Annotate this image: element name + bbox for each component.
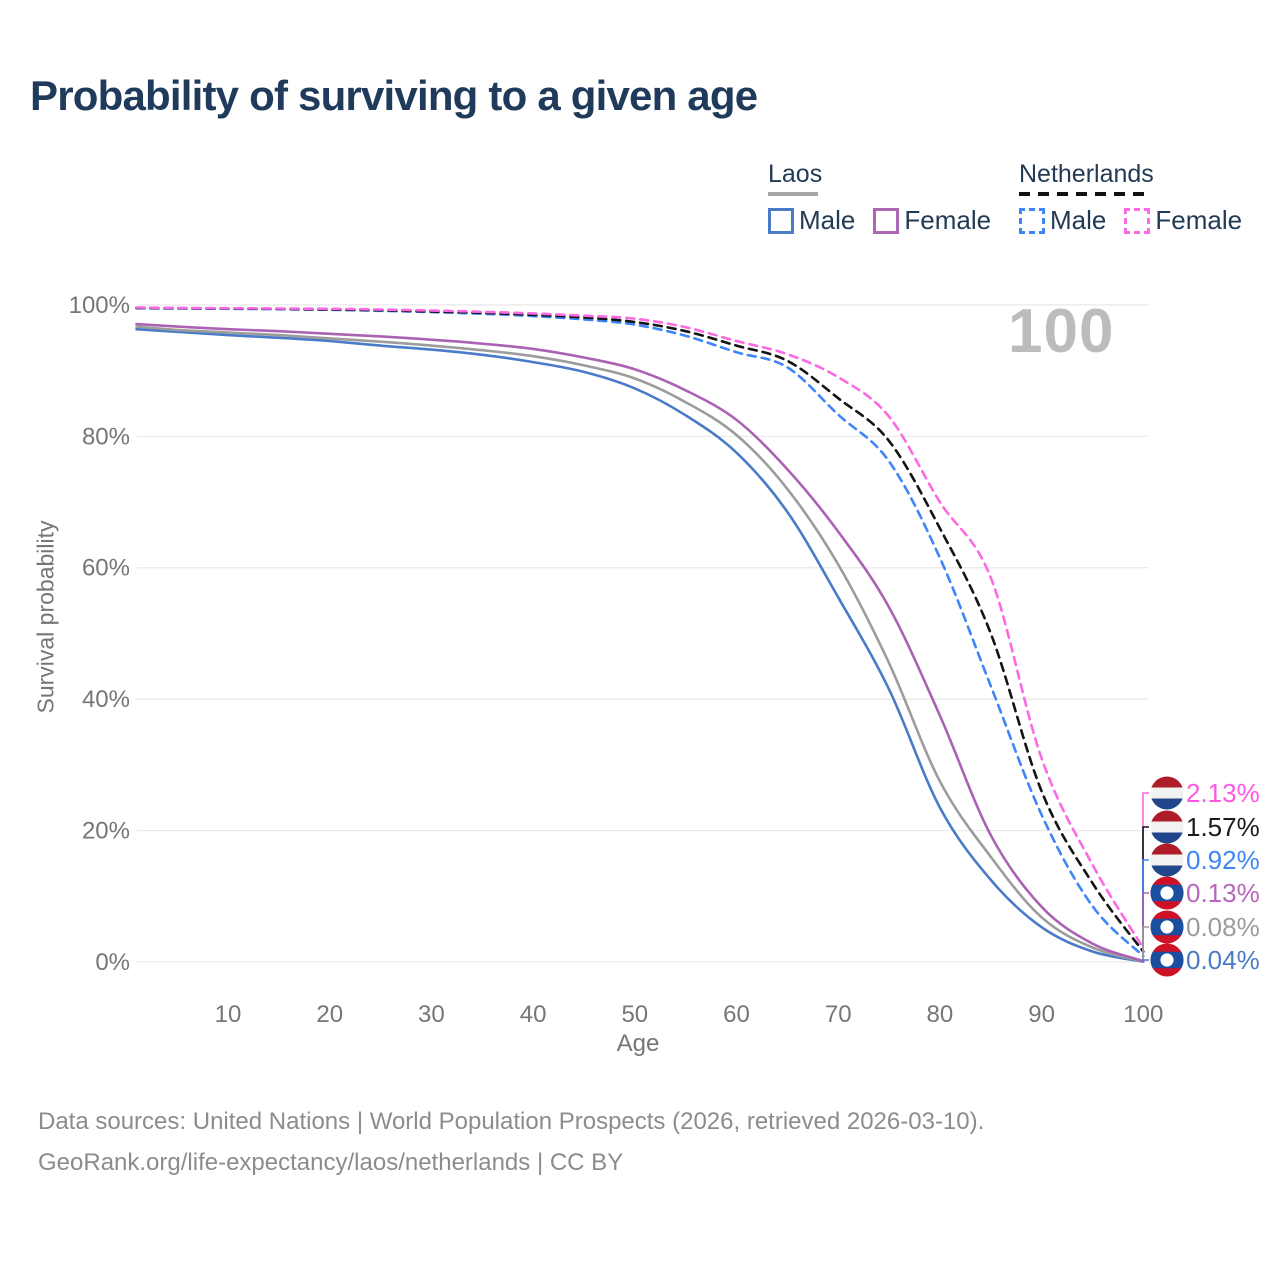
legend-group-netherlands-title: Netherlands — [1019, 160, 1154, 188]
x-tick-label-100: 100 — [1123, 1001, 1163, 1028]
flag-laos-icon — [1150, 943, 1184, 977]
x-tick-label-80: 80 — [927, 1001, 954, 1028]
leader-line-nl-female — [1142, 792, 1149, 948]
flag-laos-icon — [1150, 910, 1184, 944]
series-line-nl-both[interactable] — [135, 306, 1145, 953]
x-tick-label-10: 10 — [215, 1001, 242, 1028]
legend-group-laos: Laos Male Female — [768, 161, 991, 236]
data-sources-line: Data sources: United Nations | World Pop… — [38, 1108, 985, 1135]
legend-group-laos-title: Laos — [768, 160, 823, 188]
x-tick-label-40: 40 — [520, 1001, 547, 1028]
legend-netherlands-underline — [1019, 192, 1147, 196]
y-tick-label-0%: 0% — [95, 949, 130, 976]
legend-group-netherlands: Netherlands Male Female — [1019, 161, 1242, 236]
laos-male-swatch-icon — [768, 207, 794, 234]
footer: Data sources: United Nations | World Pop… — [38, 1101, 984, 1183]
legend-item-netherlands-male[interactable]: Male — [1019, 205, 1106, 236]
flag-netherlands-icon — [1150, 810, 1184, 844]
attribution-line: GeoRank.org/life-expectancy/laos/netherl… — [38, 1149, 624, 1176]
laos-female-swatch-icon — [873, 207, 900, 234]
legend-item-laos-male[interactable]: Male — [768, 205, 855, 236]
leader-line-nl-male — [1142, 859, 1149, 956]
x-tick-label-30: 30 — [418, 1001, 445, 1028]
leader-line-laos-male — [1142, 959, 1149, 962]
x-axis-title: Age — [617, 1030, 660, 1057]
flag-netherlands-icon — [1150, 843, 1184, 877]
series-line-laos-both[interactable] — [135, 325, 1145, 963]
series-line-laos-female[interactable] — [135, 322, 1145, 963]
x-tick-label-50: 50 — [621, 1001, 648, 1028]
y-tick-label-60%: 60% — [82, 555, 130, 582]
leader-line-laos-both — [1142, 926, 1149, 962]
end-value-label-nl-male: 0.92% — [1186, 845, 1260, 875]
flag-netherlands-icon — [1150, 776, 1184, 810]
legend-item-netherlands-female[interactable]: Female — [1124, 205, 1242, 236]
x-tick-label-20: 20 — [316, 1001, 343, 1028]
legend-item-label: Female — [1155, 205, 1243, 235]
y-tick-label-100%: 100% — [69, 292, 130, 319]
netherlands-female-swatch-icon — [1124, 207, 1151, 234]
end-value-label-nl-female: 2.13% — [1186, 778, 1260, 808]
legend-laos-underline — [768, 192, 818, 196]
series-line-laos-male[interactable] — [135, 327, 1145, 963]
series-line-nl-female[interactable] — [135, 306, 1145, 950]
end-value-label-laos-male: 0.04% — [1186, 945, 1260, 975]
page-title: Probability of surviving to a given age — [30, 72, 758, 119]
leader-line-nl-both — [1142, 826, 1149, 952]
legend-item-label: Male — [799, 205, 856, 235]
x-tick-label-60: 60 — [723, 1001, 750, 1028]
y-tick-label-40%: 40% — [82, 686, 130, 713]
x-tick-label-70: 70 — [825, 1001, 852, 1028]
end-value-label-laos-female: 0.13% — [1186, 878, 1260, 908]
y-tick-label-20%: 20% — [82, 818, 130, 845]
y-tick-label-80%: 80% — [82, 423, 130, 450]
legend-item-label: Female — [904, 205, 992, 235]
legend-item-laos-female[interactable]: Female — [873, 205, 991, 236]
end-value-label-laos-both: 0.08% — [1186, 912, 1260, 942]
legend-item-label: Male — [1050, 205, 1107, 235]
x-tick-label-90: 90 — [1028, 1001, 1055, 1028]
end-value-label-nl-both: 1.57% — [1186, 812, 1260, 842]
age-watermark: 100 — [1008, 297, 1115, 366]
flag-laos-icon — [1150, 876, 1184, 910]
netherlands-male-swatch-icon — [1019, 207, 1045, 234]
